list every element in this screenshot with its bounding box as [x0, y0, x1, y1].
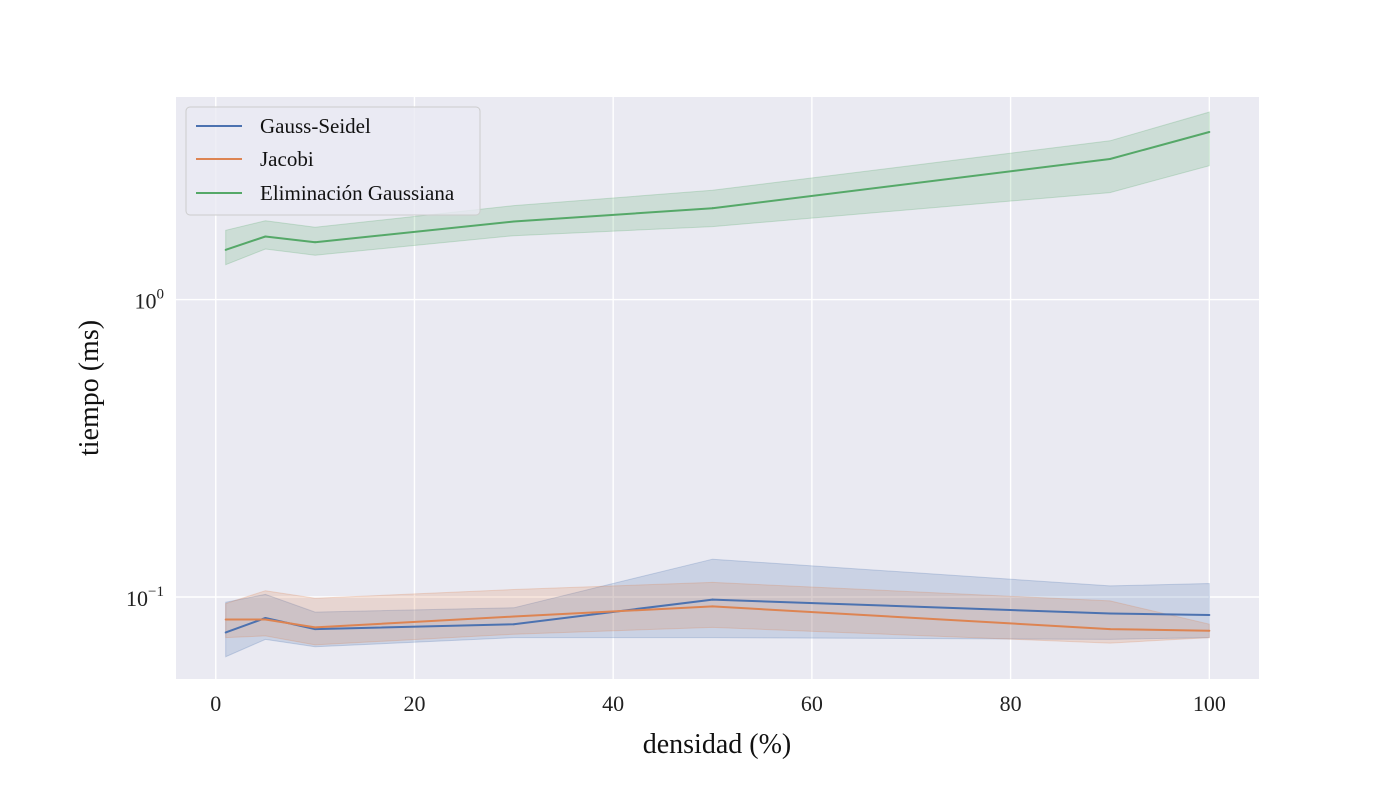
- point-gauss-seidel: [512, 623, 515, 626]
- point-jacobi: [711, 605, 714, 608]
- point-eliminacion-gaussiana: [1208, 131, 1211, 134]
- y-tick-label-text: 10−1: [126, 584, 164, 611]
- point-gauss-seidel: [711, 598, 714, 601]
- point-eliminacion-gaussiana: [264, 235, 267, 238]
- point-jacobi: [314, 626, 317, 629]
- point-gauss-seidel: [1108, 612, 1111, 615]
- x-tick-label: 60: [801, 691, 823, 716]
- point-jacobi: [224, 618, 227, 621]
- y-axis-title: tiempo (ms): [74, 320, 105, 456]
- plot-area: [176, 97, 1259, 679]
- y-tick-labels: 100 10−1: [126, 287, 164, 611]
- band-jacobi: [225, 581, 1210, 646]
- legend-box: [185, 106, 481, 216]
- data-points: [224, 131, 1211, 634]
- point-eliminacion-gaussiana: [512, 220, 515, 223]
- band-gauss-seidel: [225, 558, 1210, 658]
- legend: Gauss-Seidel Jacobi Eliminación Gaussian…: [185, 106, 481, 216]
- legend-label-eliminacion-gaussiana: Eliminación Gaussiana: [260, 181, 455, 205]
- point-jacobi: [512, 615, 515, 618]
- point-jacobi: [1208, 629, 1211, 632]
- y-tick-label-text: 100: [135, 287, 165, 314]
- point-eliminacion-gaussiana: [314, 241, 317, 244]
- point-gauss-seidel: [1208, 613, 1211, 616]
- x-tick-labels: 0 20 40 60 80 100: [210, 691, 1226, 716]
- x-tick-label: 0: [210, 691, 221, 716]
- legend-label-gauss-seidel: Gauss-Seidel: [260, 114, 371, 138]
- point-gauss-seidel: [314, 628, 317, 631]
- point-eliminacion-gaussiana: [1108, 158, 1111, 161]
- x-tick-label: 20: [403, 691, 425, 716]
- point-gauss-seidel: [224, 631, 227, 634]
- x-tick-label: 80: [1000, 691, 1022, 716]
- point-eliminacion-gaussiana: [224, 248, 227, 251]
- x-axis-title: densidad (%): [643, 729, 792, 760]
- x-tick-label: 100: [1193, 691, 1226, 716]
- point-jacobi: [1108, 628, 1111, 631]
- legend-label-jacobi: Jacobi: [260, 147, 314, 171]
- point-gauss-seidel: [264, 616, 267, 619]
- y-tick-label: 100: [135, 287, 165, 314]
- x-tick-label: 40: [602, 691, 624, 716]
- y-tick-label: 10−1: [126, 584, 164, 611]
- point-jacobi: [264, 618, 267, 621]
- point-eliminacion-gaussiana: [711, 207, 714, 210]
